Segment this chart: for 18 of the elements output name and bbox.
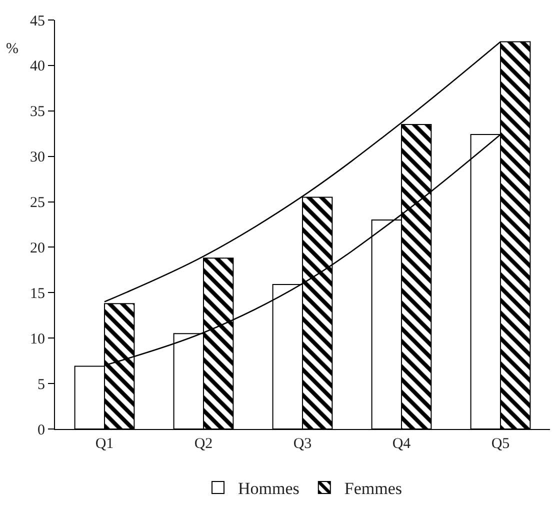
y-tick-label: 15 — [30, 286, 45, 302]
x-tick-label: Q4 — [392, 436, 412, 452]
y-tick-label: 45 — [30, 13, 45, 30]
y-tick-label: 35 — [30, 104, 45, 120]
text: Femmes — [344, 479, 402, 498]
x-tick-label: Q3 — [293, 436, 312, 452]
x-tick-label: Q5 — [491, 436, 510, 452]
legend-label: Hommes — [238, 479, 300, 498]
x-tick-label: Q1 — [95, 436, 114, 452]
y-tick-label: 5 — [38, 376, 45, 393]
y-tick-label: 25 — [30, 195, 45, 212]
y-axis-title: % — [6, 41, 18, 57]
y-tick-label: 40 — [30, 58, 45, 75]
y-tick-label: 10 — [30, 331, 45, 348]
y-tick-label: 30 — [30, 150, 45, 166]
x-tick-label: Q2 — [194, 436, 213, 452]
y-tick-label: 0 — [38, 422, 45, 438]
y-tick-label: 20 — [30, 240, 45, 256]
